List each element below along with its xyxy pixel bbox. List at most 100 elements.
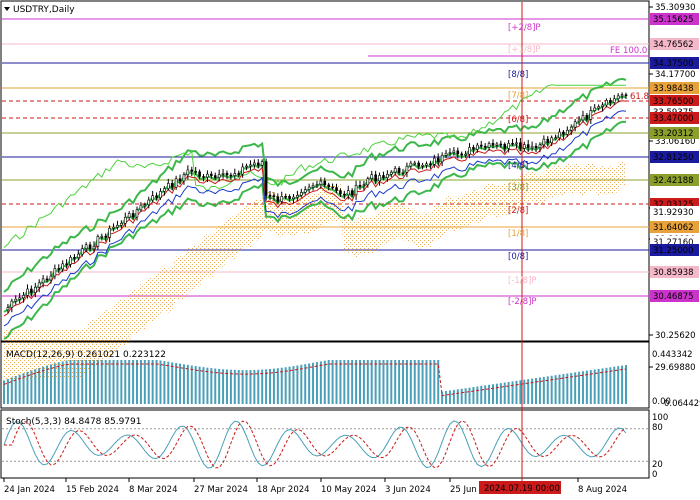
- candle-body: [374, 174, 377, 182]
- candle-body: [343, 193, 346, 196]
- candle-body: [253, 162, 256, 166]
- candle-body: [526, 144, 530, 149]
- price-tag-bg: [650, 206, 699, 218]
- candle-body: [241, 166, 244, 175]
- candle-body: [511, 142, 514, 145]
- candle-body: [393, 168, 397, 173]
- time-axis-label: 3 Jun 2024: [385, 485, 431, 495]
- price-tag-bg: [650, 290, 699, 302]
- candle-body: [80, 248, 84, 255]
- price-tag-bg: [650, 244, 699, 256]
- symbol-title-group[interactable]: USDTRY,Daily: [4, 5, 75, 15]
- candle-body: [202, 176, 205, 178]
- candle-body: [554, 137, 557, 139]
- price-axis-label: 35.30930: [655, 3, 696, 13]
- candle-body: [96, 236, 100, 247]
- candle-body: [530, 145, 534, 149]
- candle-body: [6, 307, 10, 311]
- candle-body: [139, 204, 143, 211]
- candle-body: [382, 175, 385, 178]
- candle-body: [92, 245, 96, 250]
- time-axis-label: 25 Jun 2024: [450, 485, 501, 495]
- candle-body: [123, 216, 127, 224]
- candle-body: [229, 174, 233, 177]
- candle-body: [487, 143, 491, 148]
- candle-body: [280, 196, 284, 202]
- murrey-label: [8/8]: [508, 70, 528, 80]
- candle-body: [206, 173, 209, 178]
- candle-body: [65, 263, 68, 266]
- candle-body: [237, 173, 241, 175]
- candle-body: [57, 268, 61, 270]
- murrey-label: [6/8]: [508, 115, 528, 125]
- time-axis-label: 27 Mar 2024: [194, 485, 248, 495]
- stoch-pane[interactable]: [0, 409, 650, 479]
- triangle-down-icon[interactable]: [4, 7, 10, 11]
- price-tag-bg: [650, 266, 699, 278]
- time-axis[interactable]: 24 Jan 2024 15 Feb 2024 8 Mar 2024 27 Mar 2…: [3, 478, 627, 495]
- candle-body: [319, 180, 323, 185]
- price-tag-label: 32.81250: [653, 153, 694, 163]
- candle-body: [210, 173, 213, 176]
- price-tag-label: 32.03125: [653, 200, 694, 210]
- candle-body: [268, 195, 272, 197]
- candle-body: [350, 190, 354, 196]
- candle-body: [479, 144, 483, 147]
- candle-body: [14, 298, 18, 302]
- candle-body: [53, 268, 57, 277]
- price-tag-label: 33.47000: [653, 114, 694, 124]
- candle-body: [558, 131, 561, 138]
- candle-body: [135, 209, 139, 218]
- candle-body: [456, 150, 460, 155]
- candle-body: [503, 144, 507, 149]
- candle-body: [182, 174, 186, 182]
- ichimoku-cloud: [4, 159, 626, 380]
- crosshair-time-tag: [479, 481, 561, 494]
- candle-body: [620, 94, 624, 97]
- candle-body: [315, 184, 319, 186]
- candle-body: [143, 204, 147, 207]
- candle-body: [624, 94, 628, 97]
- candle-body: [397, 168, 401, 173]
- time-axis-label: 8 Aug 2024: [578, 485, 627, 495]
- candle-body: [22, 295, 25, 299]
- price-tag-label: 30.85938: [653, 268, 694, 278]
- candle-body: [581, 115, 585, 121]
- murrey-label: [-2/8]P: [508, 297, 537, 307]
- candle-body: [444, 152, 448, 156]
- candle-body: [45, 278, 49, 281]
- candle-body: [69, 257, 72, 265]
- candle-body: [562, 131, 565, 135]
- price-tag-label: 30.46875: [653, 292, 694, 302]
- candle-body: [483, 145, 487, 148]
- candle-body: [597, 106, 600, 109]
- stoch-axis-label: 0: [652, 470, 657, 480]
- candle-body: [585, 115, 589, 120]
- candle-body: [605, 100, 608, 106]
- candle-body: [538, 144, 542, 149]
- price-tag-label: 31.64062: [653, 223, 694, 233]
- candle-body: [370, 174, 374, 179]
- candle-body: [507, 142, 510, 149]
- candle-body: [217, 174, 221, 178]
- price-tag-bg: [650, 127, 699, 139]
- price-tag-bg: [650, 95, 699, 107]
- candle-body: [491, 143, 495, 146]
- candle-body: [339, 190, 342, 195]
- candle-body: [464, 153, 467, 156]
- candle-body: [601, 104, 604, 107]
- price-candles: [6, 92, 628, 314]
- candle-body: [41, 278, 45, 284]
- price-axis-label: 29.69880: [655, 363, 696, 373]
- candle-body: [112, 226, 115, 229]
- candle-body: [362, 184, 366, 187]
- candle-body: [49, 275, 53, 281]
- price-tag-bg: [650, 82, 699, 94]
- candle-body: [186, 169, 190, 176]
- time-axis-label: 18 Apr 2024: [257, 485, 310, 495]
- candle-body: [335, 187, 338, 191]
- candle-body: [425, 163, 428, 166]
